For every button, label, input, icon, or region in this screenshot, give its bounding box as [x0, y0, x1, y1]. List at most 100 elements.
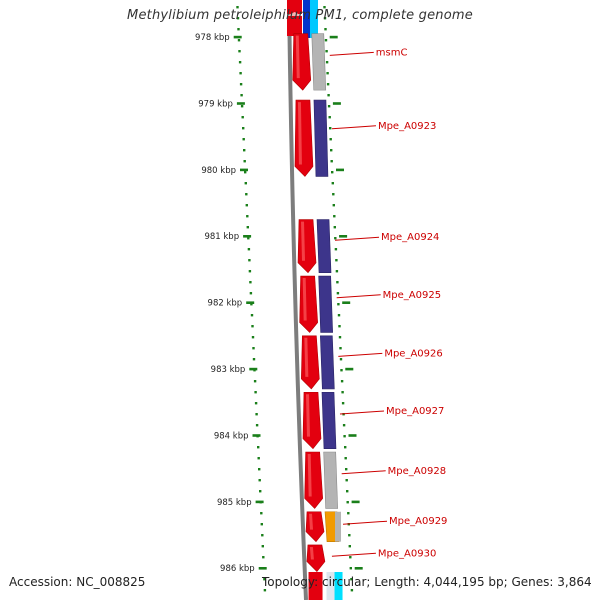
gene-label: Mpe_A0923	[378, 121, 436, 132]
guide-dot	[237, 39, 241, 42]
guide-dot	[330, 160, 333, 163]
guide-dot	[236, 6, 239, 9]
kbp-tick	[243, 235, 252, 238]
gene-arrow	[299, 275, 318, 333]
guide-dot	[243, 160, 246, 163]
guide-dot	[257, 446, 260, 449]
gene-arrow	[305, 511, 325, 543]
guide-dot	[251, 325, 254, 328]
genome-summary-text: Topology: circular; Length: 4,044,195 bp…	[262, 575, 592, 589]
cog-segment	[316, 219, 332, 274]
guide-dot	[249, 281, 252, 284]
cog-segment	[326, 572, 335, 600]
guide-dot	[331, 171, 334, 174]
gene-label-leader	[342, 520, 388, 525]
guide-dot	[258, 468, 261, 471]
cog-segment	[335, 511, 342, 542]
guide-dot	[255, 424, 259, 427]
gene-features	[292, 33, 343, 600]
gene-arrow-highlight	[305, 394, 310, 437]
guide-dot	[349, 567, 352, 570]
guide-dot	[337, 303, 340, 306]
guide-dot	[244, 182, 247, 185]
kbp-tick-label: 986 kbp	[220, 564, 255, 574]
guide-dot	[239, 72, 242, 75]
guide-dot	[243, 149, 246, 152]
kbp-tick	[246, 301, 255, 304]
guide-dot	[246, 226, 249, 229]
kbp-tick	[249, 367, 258, 371]
gene-label-leader	[339, 410, 385, 415]
guide-dot	[334, 237, 337, 240]
gene-arrow-highlight	[297, 102, 302, 165]
guide-dot	[240, 105, 244, 108]
gene-arrow-highlight	[307, 454, 312, 497]
guide-dot	[239, 83, 243, 86]
guide-dot	[249, 292, 253, 295]
gene-label: Mpe_A0930	[378, 548, 436, 559]
gene-label: msmC	[376, 47, 408, 58]
guide-dot	[250, 314, 254, 317]
guide-dot	[252, 347, 255, 350]
genome-backbone	[287, 0, 308, 600]
gene-arrow-shading	[287, 12, 302, 16]
guide-dot	[259, 490, 262, 493]
guide-dot	[246, 215, 249, 218]
gene-arrow-highlight	[301, 221, 306, 261]
kbp-tick-label: 983 kbp	[211, 365, 246, 375]
guide-dot	[333, 215, 336, 218]
guide-dot	[341, 402, 345, 405]
kbp-tick-label: 981 kbp	[204, 232, 239, 242]
guide-dot	[258, 479, 261, 482]
guide-dot	[340, 380, 344, 383]
guide-dot	[336, 281, 339, 284]
guide-dot	[242, 127, 245, 130]
guide-dot	[328, 116, 331, 119]
guide-dot	[252, 358, 256, 361]
guide-dot	[248, 259, 251, 262]
gene-arrow	[287, 16, 302, 36]
guide-dot	[260, 523, 263, 526]
kbp-tick	[240, 168, 248, 172]
guide-dot	[326, 72, 329, 75]
cog-segment	[320, 335, 335, 390]
guide-dot	[345, 468, 348, 471]
guide-dot	[240, 94, 243, 97]
guide-dot	[329, 127, 332, 130]
guide-dot	[332, 204, 335, 207]
gene-label-leader	[341, 470, 386, 475]
guide-dot	[263, 589, 267, 592]
guide-dot	[251, 336, 255, 339]
guide-dot	[238, 50, 241, 53]
guide-dot	[247, 248, 251, 251]
gene-arrow	[301, 335, 320, 390]
cog-segment	[323, 451, 338, 509]
gene-arrow	[306, 544, 326, 572]
guide-dot	[330, 149, 333, 152]
guide-dot	[255, 413, 258, 416]
guide-dot	[344, 446, 347, 449]
guide-dot	[260, 512, 263, 515]
guide-dot	[237, 28, 240, 31]
gene-label: Mpe_A0925	[383, 290, 441, 301]
guide-dot	[323, 6, 326, 9]
kbp-tick	[336, 168, 344, 172]
guide-dot	[324, 28, 327, 31]
guide-dot	[346, 490, 349, 493]
gene-arrow	[294, 99, 314, 177]
cog-segment	[303, 0, 310, 38]
kbp-tick	[255, 500, 264, 504]
kbp-tick	[252, 434, 261, 437]
guide-dot	[348, 534, 351, 537]
guide-dot	[335, 270, 339, 273]
guide-dot	[324, 39, 328, 42]
guide-dot	[336, 292, 340, 295]
guide-dot	[350, 578, 353, 581]
top-edge-track-segments	[287, 0, 318, 38]
guide-dot	[326, 83, 330, 86]
kbp-tick	[342, 301, 351, 304]
kbp-tick-label: 980 kbp	[201, 166, 236, 176]
kbp-tick-label: 985 kbp	[217, 498, 252, 508]
guide-dot	[346, 501, 349, 504]
